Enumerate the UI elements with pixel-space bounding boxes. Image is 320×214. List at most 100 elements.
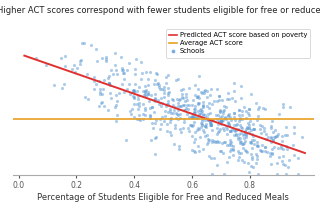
Point (97, 80, 102, 83)
Point (236, 156, 241, 159)
Point (143, 109, 148, 112)
Point (131, 102, 136, 106)
Point (249, 132, 254, 136)
Point (34, 56, 39, 60)
Point (229, 118, 234, 122)
Point (249, 93, 254, 96)
Point (145, 77, 150, 80)
Point (231, 128, 236, 131)
Point (132, 82, 137, 85)
Point (233, 128, 238, 131)
Point (205, 119, 210, 122)
Point (217, 95, 222, 98)
Point (212, 140, 218, 144)
Point (276, 146, 281, 150)
Point (223, 126, 228, 129)
Point (71, 63, 76, 67)
Point (119, 66, 124, 70)
Point (195, 88, 200, 91)
Point (157, 127, 163, 130)
Point (84, 72, 90, 76)
Point (127, 61, 132, 64)
Point (246, 126, 252, 129)
Point (201, 91, 206, 95)
Point (121, 91, 126, 94)
Point (228, 138, 233, 142)
Point (206, 138, 212, 141)
Point (247, 113, 252, 117)
Point (101, 79, 107, 82)
Point (166, 86, 171, 89)
Point (162, 114, 167, 118)
Point (223, 105, 228, 108)
Point (200, 119, 205, 122)
Point (178, 88, 183, 92)
Point (72, 71, 77, 74)
Point (146, 91, 151, 94)
Point (236, 151, 242, 154)
Text: Higher ACT scores correspond with fewer students eligible for free or reduced me: Higher ACT scores correspond with fewer … (0, 6, 320, 15)
Point (167, 130, 172, 134)
Point (225, 143, 230, 147)
Point (106, 109, 111, 112)
Point (152, 121, 157, 125)
Point (226, 97, 231, 101)
Point (178, 97, 183, 101)
Point (228, 130, 233, 133)
Point (81, 42, 86, 45)
Point (291, 131, 296, 134)
Point (159, 97, 164, 100)
Point (107, 81, 112, 84)
Point (115, 99, 120, 103)
Point (132, 115, 137, 119)
Point (176, 113, 181, 116)
Point (209, 122, 214, 125)
Point (106, 82, 111, 85)
Point (163, 104, 168, 107)
Point (258, 127, 263, 131)
Point (192, 137, 197, 141)
Point (201, 114, 206, 117)
Point (200, 117, 205, 120)
Point (169, 111, 174, 114)
Point (77, 59, 83, 62)
Point (237, 109, 242, 112)
Point (156, 85, 161, 89)
Point (256, 106, 261, 109)
Point (280, 106, 285, 109)
Point (150, 121, 155, 124)
Point (241, 142, 246, 145)
X-axis label: Percentage of Students Eligible for Free and Reduced Meals: Percentage of Students Eligible for Free… (37, 193, 289, 202)
Point (114, 68, 119, 72)
Legend: Predicted ACT score based on poverty, Average ACT score, Schools: Predicted ACT score based on poverty, Av… (165, 29, 310, 58)
Point (196, 112, 201, 116)
Point (106, 81, 111, 85)
Point (231, 111, 236, 115)
Point (187, 86, 192, 89)
Point (151, 83, 156, 86)
Point (217, 108, 222, 111)
Point (176, 147, 181, 150)
Point (119, 82, 124, 86)
Point (186, 108, 191, 111)
Point (246, 107, 251, 111)
Point (204, 95, 209, 98)
Point (189, 114, 194, 118)
Point (227, 130, 232, 133)
Point (188, 115, 193, 119)
Point (200, 101, 205, 104)
Point (133, 58, 139, 61)
Point (132, 68, 137, 71)
Point (251, 135, 256, 138)
Point (192, 107, 197, 111)
Point (263, 107, 268, 111)
Point (236, 132, 242, 135)
Point (239, 114, 244, 117)
Point (217, 95, 222, 98)
Point (254, 162, 259, 165)
Point (260, 143, 265, 147)
Point (246, 126, 252, 130)
Point (100, 56, 105, 59)
Point (229, 128, 235, 131)
Point (152, 136, 157, 140)
